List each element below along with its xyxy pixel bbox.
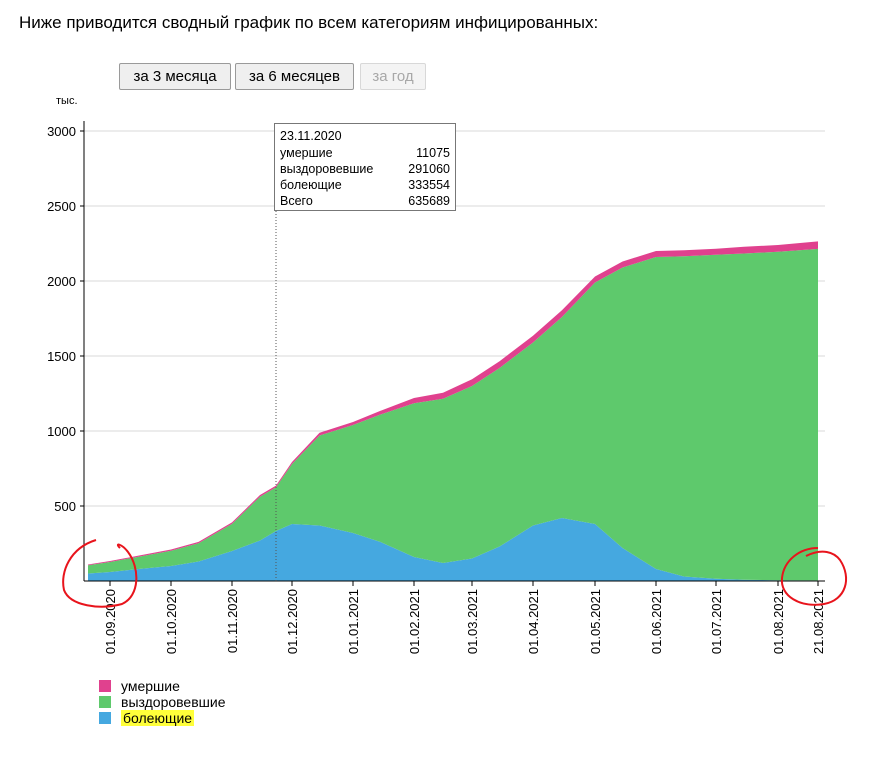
y-tick-label: 2500 [47,199,76,214]
x-tick-label: 01.06.2021 [649,589,664,654]
tooltip-label: умершие [280,146,333,160]
range-year-button: за год [360,63,426,90]
x-tick-label: 01.01.2021 [346,589,361,654]
tooltip-row: выздоровевшие 291060 [280,161,450,177]
y-axis-unit-label: тыс. [56,95,78,107]
legend-swatch-recovered [99,696,111,708]
legend-label: выздоровевшие [121,694,226,710]
red-circle-annotation-right [780,547,848,606]
tooltip-row: болеющие 333554 [280,177,450,193]
range-3-months-button[interactable]: за 3 месяца [119,63,231,90]
x-tick-label: 01.08.2021 [771,589,786,654]
series-areas [88,241,818,581]
tooltip-value: 11075 [416,146,450,160]
tooltip-label: Всего [280,194,313,208]
legend-label: умершие [121,678,180,694]
y-tick-label: 1000 [47,424,76,439]
x-tick-label: 01.02.2021 [407,589,422,654]
y-tick-label: 3000 [47,124,76,139]
x-tick-label: 21.08.2021 [811,589,826,654]
x-tick-label: 01.03.2021 [465,589,480,654]
tooltip-row: умершие 11075 [280,145,450,161]
legend-swatch-active [99,712,111,724]
x-tick-label: 01.09.2020 [103,589,118,654]
tooltip-date: 23.11.2020 [280,129,342,143]
range-6-months-button[interactable]: за 6 месяцев [235,63,354,90]
tooltip-label: выздоровевшие [280,162,374,176]
tooltip-value: 635689 [408,194,450,208]
y-tick-label: 2000 [47,274,76,289]
area-active [88,518,818,581]
chart-legend: умершие выздоровевшие болеющие [99,678,225,726]
legend-swatch-deceased [99,680,111,692]
legend-item-deceased[interactable]: умершие [99,678,225,694]
x-tick-label: 01.11.2020 [225,589,240,653]
legend-item-recovered[interactable]: выздоровевшие [99,694,225,710]
x-tick-label: 01.12.2020 [285,589,300,654]
y-tick-label: 500 [54,499,76,514]
x-tick-label: 01.05.2021 [588,589,603,654]
legend-item-active[interactable]: болеющие [99,710,225,726]
axes: 500 1000 1500 2000 2500 3000 тыс. 01.09.2020 01.… [47,95,826,654]
x-tick-label: 01.07.2021 [709,589,724,654]
page-intro-text: Ниже приводится сводный график по всем к… [19,13,599,32]
tooltip-value: 291060 [408,162,450,176]
hand-drawn-annotations [62,539,848,608]
tooltip-row: Всего 635689 [280,193,450,209]
x-tick-label: 01.04.2021 [526,589,541,654]
tooltip-label: болеющие [280,178,342,192]
red-circle-annotation-left [62,539,138,608]
y-tick-label: 1500 [47,349,76,364]
legend-label-highlighted: болеющие [121,710,195,726]
data-tooltip: 23.11.2020 умершие 11075 выздоровевшие 2… [274,123,456,211]
tooltip-value: 333554 [408,178,450,192]
x-tick-label: 01.10.2020 [164,589,179,654]
area-recovered [88,248,818,581]
